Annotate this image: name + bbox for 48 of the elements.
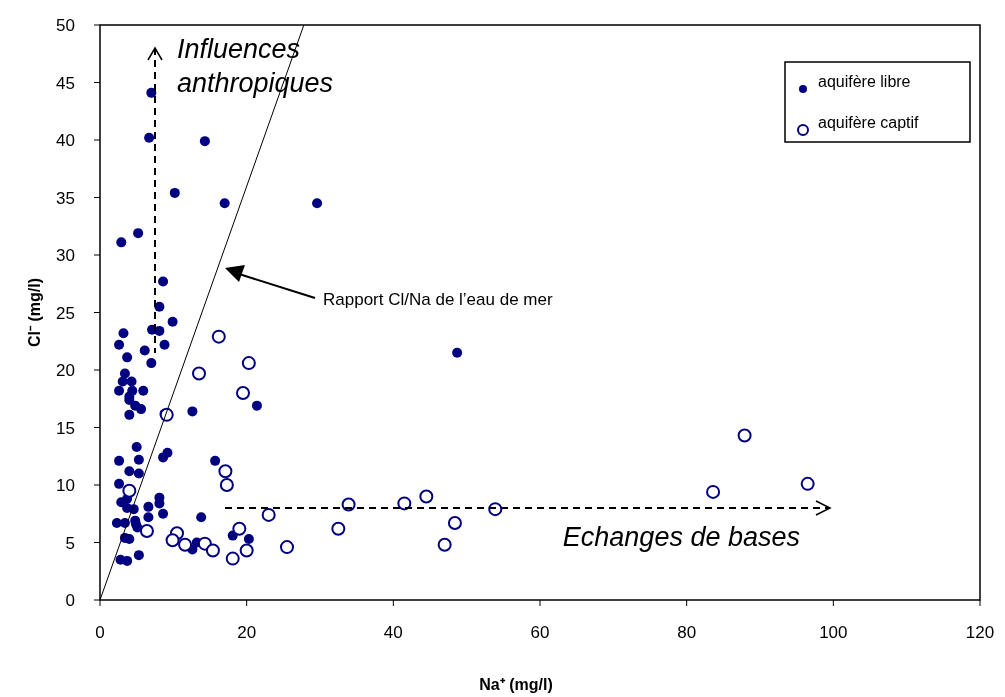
point	[192, 366, 206, 381]
x-tick-label: 80	[677, 623, 697, 642]
x-tick-label: 60	[530, 623, 550, 642]
y-tick-label: 25	[56, 303, 75, 323]
y-tick-label: 50	[56, 16, 75, 35]
point	[225, 551, 240, 566]
point	[419, 489, 434, 504]
y-tick-label: 45	[56, 73, 75, 93]
y-tick-label: 35	[56, 188, 75, 208]
point	[178, 537, 193, 552]
point	[122, 483, 137, 498]
x-tick-label: 40	[383, 623, 403, 642]
point	[219, 478, 234, 492]
y-tick-label: 10	[56, 476, 75, 495]
legend-label: aquifère captif	[818, 114, 920, 131]
point	[447, 515, 462, 530]
point	[239, 543, 254, 558]
point	[218, 464, 233, 479]
y-tick-label: 30	[56, 246, 75, 265]
annotation: Rapport Cl/Na de l’eau de mer	[323, 290, 553, 309]
x-tick-label: 20	[237, 623, 257, 642]
point	[706, 484, 721, 499]
y-tick-label: 40	[56, 131, 75, 150]
legend-label: aquifère libre	[818, 73, 911, 90]
y-tick-label: 5	[65, 533, 75, 553]
point	[236, 386, 250, 400]
x-tick-label: 120	[965, 623, 995, 642]
point	[232, 521, 247, 536]
point	[241, 356, 256, 371]
point	[205, 543, 220, 558]
y-tick-label: 15	[56, 418, 75, 438]
point	[165, 533, 180, 548]
y-tick-label: 0	[65, 591, 75, 610]
point	[261, 507, 276, 522]
point	[800, 476, 815, 491]
x-axis-title: Na⁺ (mg/l)	[479, 676, 553, 693]
y-axis-title: Cl⁻ (mg/l)	[26, 278, 43, 347]
point	[211, 329, 226, 344]
y-tick-label: 20	[56, 361, 75, 380]
x-tick-label: 100	[819, 623, 848, 642]
point	[331, 521, 346, 536]
point	[280, 540, 294, 555]
point	[737, 428, 752, 443]
x-tick-label: 0	[95, 623, 105, 642]
point	[139, 524, 154, 538]
point	[397, 496, 412, 511]
annotation: Echanges de bases	[562, 522, 800, 552]
point	[437, 537, 452, 552]
